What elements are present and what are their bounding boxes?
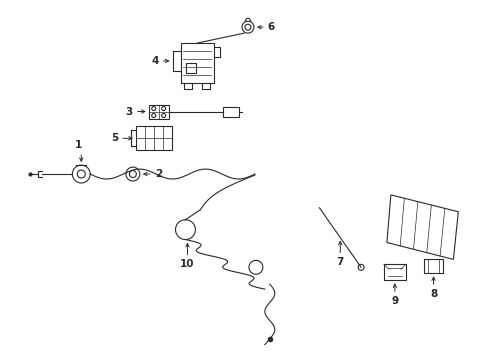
Text: 5: 5 — [111, 133, 118, 143]
Text: 8: 8 — [430, 289, 437, 299]
Text: 3: 3 — [125, 107, 133, 117]
Bar — [180, 43, 214, 83]
Text: 9: 9 — [392, 296, 398, 306]
Text: 4: 4 — [151, 56, 159, 66]
Text: 7: 7 — [337, 257, 344, 267]
Bar — [223, 107, 239, 117]
Text: 6: 6 — [268, 22, 275, 32]
Bar — [136, 126, 172, 150]
Text: 1: 1 — [74, 140, 82, 150]
Bar — [187, 63, 196, 73]
Text: 2: 2 — [155, 169, 162, 179]
Bar — [149, 105, 169, 120]
Text: 10: 10 — [180, 260, 195, 269]
